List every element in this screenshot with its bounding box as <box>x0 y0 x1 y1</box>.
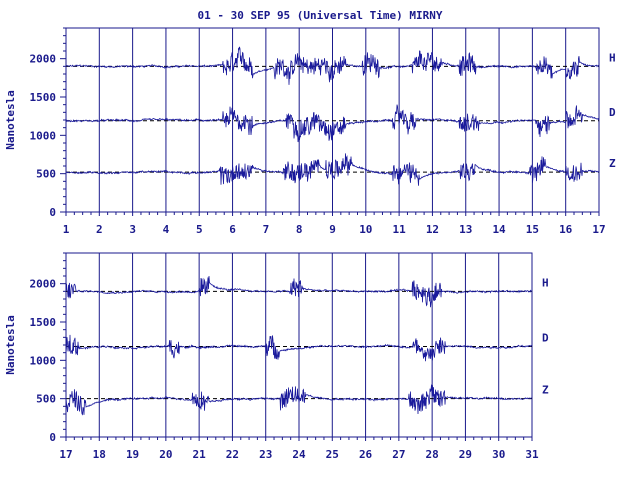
y-tick-label: 2000 <box>30 53 57 66</box>
y-tick-label: 0 <box>49 431 56 444</box>
x-tick-label: 24 <box>292 448 306 461</box>
y-axis-title: Nanotesla <box>4 315 17 375</box>
trace-d <box>65 334 533 362</box>
trace-d <box>65 104 600 143</box>
x-tick-label: 13 <box>459 223 472 236</box>
x-tick-label: 26 <box>359 448 373 461</box>
x-tick-label: 25 <box>326 448 339 461</box>
x-tick-label: 22 <box>226 448 239 461</box>
x-tick-label: 29 <box>459 448 472 461</box>
y-tick-label: 1000 <box>30 354 57 367</box>
x-tick-label: 12 <box>426 223 439 236</box>
series-label-d: D <box>542 332 549 345</box>
y-tick-label: 1500 <box>30 91 57 104</box>
x-tick-label: 5 <box>196 223 203 236</box>
figure-title: 01 - 30 SEP 95 (Universal Time) MIRNY <box>197 9 442 22</box>
x-tick-label: 6 <box>229 223 236 236</box>
trace-z <box>65 153 600 186</box>
y-tick-label: 0 <box>49 206 56 219</box>
x-tick-label: 10 <box>359 223 372 236</box>
series-label-z: Z <box>542 384 549 397</box>
trace-h <box>65 46 600 85</box>
x-tick-label: 8 <box>296 223 303 236</box>
x-tick-label: 27 <box>392 448 405 461</box>
trace-z <box>65 384 533 416</box>
x-tick-label: 16 <box>559 223 573 236</box>
x-tick-label: 15 <box>526 223 539 236</box>
x-tick-label: 28 <box>426 448 439 461</box>
x-tick-label: 17 <box>592 223 605 236</box>
x-tick-label: 14 <box>492 223 506 236</box>
y-tick-label: 1000 <box>30 129 57 142</box>
series-label-h: H <box>542 276 549 289</box>
x-tick-label: 2 <box>96 223 103 236</box>
panel-bottom: 17 18 19 20 21 22 23 24 25 26 27 28 29 30 31 0 500 1000 15… <box>4 252 549 461</box>
x-tick-label: 19 <box>126 448 139 461</box>
series-label-z: Z <box>609 157 616 170</box>
x-tick-label: 4 <box>163 223 170 236</box>
panel-top: 1 2 3 4 5 6 7 8 9 10 11 12 13 14 15 16 17050010001500200… <box>4 27 616 236</box>
series-label-d: D <box>609 106 616 119</box>
x-tick-label: 21 <box>193 448 207 461</box>
x-tick-label: 9 <box>329 223 336 236</box>
x-tick-label: 3 <box>129 223 136 236</box>
y-tick-label: 500 <box>36 168 56 181</box>
x-tick-label: 18 <box>93 448 106 461</box>
trace-h <box>65 275 533 308</box>
x-tick-label: 7 <box>263 223 270 236</box>
y-tick-label: 500 <box>36 393 56 406</box>
x-tick-label: 30 <box>492 448 505 461</box>
series-label-h: H <box>609 51 616 64</box>
x-tick-label: 31 <box>525 448 539 461</box>
y-tick-label: 1500 <box>30 316 57 329</box>
y-axis-title: Nanotesla <box>4 90 17 150</box>
x-tick-label: 11 <box>393 223 407 236</box>
x-tick-label: 23 <box>259 448 272 461</box>
x-tick-label: 17 <box>59 448 72 461</box>
x-tick-label: 20 <box>159 448 172 461</box>
x-tick-label: 1 <box>63 223 70 236</box>
y-tick-label: 2000 <box>30 278 57 291</box>
